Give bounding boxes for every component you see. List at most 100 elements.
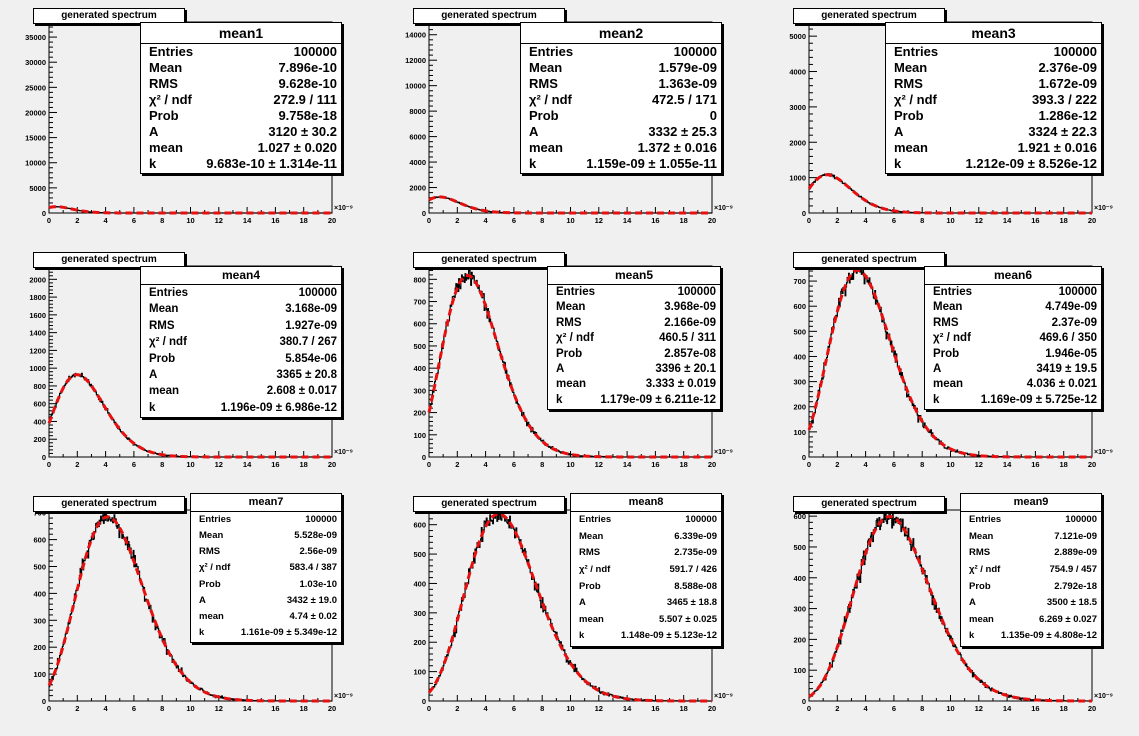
x-tick-label: 16 — [271, 460, 279, 469]
stats-value: 9.683e-10 ± 1.314e-11 — [206, 156, 337, 171]
stats-key: RMS — [199, 546, 221, 558]
x-tick-label: 10 — [946, 460, 954, 469]
x-tick-label: 2 — [455, 216, 459, 225]
y-tick-label: 800 — [413, 275, 426, 284]
y-tick-label: 100 — [33, 670, 46, 679]
stats-row: χ² / ndf 591.7 / 426 — [571, 562, 721, 579]
y-tick-label: 200 — [33, 435, 46, 444]
pad-title: generated spectrum — [33, 496, 185, 512]
histogram-title: mean2 — [521, 23, 721, 44]
x-tick-label: 20 — [328, 704, 336, 713]
x-tick-label: 18 — [1060, 216, 1068, 225]
y-tick-label: 2000 — [409, 184, 426, 193]
x-tick-label: 6 — [512, 460, 516, 469]
x-tick-label: 14 — [1003, 704, 1012, 713]
stats-key: Prob — [969, 580, 991, 592]
stats-row: RMS 2.889e-09 — [961, 545, 1101, 562]
stats-row: mean 2.608 ± 0.017 — [141, 383, 341, 399]
x-tick-label: 10 — [566, 460, 574, 469]
stats-key: Prob — [149, 352, 176, 365]
stats-row: Mean 3.168e-09 — [141, 301, 341, 317]
stats-key: A — [529, 124, 539, 139]
stats-value: 2.608 ± 0.017 — [266, 385, 337, 398]
y-tick-label: 20000 — [25, 108, 46, 117]
stats-row: k 9.683e-10 ± 1.314e-11 — [141, 156, 341, 172]
stats-value: 4.749e-09 — [1045, 301, 1097, 314]
x-tick-label: 8 — [160, 460, 164, 469]
fit-curve — [428, 195, 712, 215]
stats-row: A 3324 ± 22.3 — [886, 124, 1101, 140]
y-tick-label: 35000 — [25, 33, 46, 42]
x-tick-label: 8 — [160, 216, 164, 225]
x-tick-label: 14 — [243, 460, 252, 469]
stats-key: k — [149, 401, 156, 414]
stats-value: 2.376e-09 — [1038, 60, 1097, 75]
y-tick-label: 25000 — [25, 83, 46, 92]
y-tick-label: 0 — [422, 209, 426, 218]
histogram-pad-mean5: 0 2 4 6 8 10 12 14 16 18 20 ×10⁻⁹ 0 100 200 300 400 500 60… — [389, 247, 755, 479]
y-tick-label: 12000 — [405, 56, 426, 65]
x-tick-label: 14 — [1003, 460, 1012, 469]
x-tick-label: 12 — [975, 216, 983, 225]
x-tick-label: 0 — [807, 460, 811, 469]
stats-box: mean7 Entries 100000 Mean 5.528e-09 RMS 2.56e-… — [190, 493, 342, 643]
stats-row: k 1.196e-09 ± 6.986e-12 — [141, 400, 341, 416]
x-tick-label: 16 — [271, 704, 279, 713]
y-tick-label: 1000 — [789, 174, 806, 183]
stats-value: 393.3 / 222 — [1031, 92, 1097, 107]
stats-row: k 1.159e-09 ± 1.055e-11 — [521, 156, 721, 172]
stats-value: 7.121e-09 — [1054, 530, 1097, 542]
x-tick-label: 20 — [708, 460, 716, 469]
stats-key: Prob — [556, 347, 583, 360]
stats-key: χ² / ndf — [933, 332, 971, 345]
fit-curve — [47, 515, 332, 703]
histogram-pad-mean1: 0 2 4 6 8 10 12 14 16 18 20 ×10⁻⁹ 0 5000 10000 15000 200… — [9, 3, 375, 235]
y-tick-label: 100 — [413, 431, 426, 440]
stats-row: A 3432 ± 19.0 — [191, 593, 341, 609]
x-tick-label: 4 — [864, 460, 869, 469]
stats-key: k — [969, 630, 975, 642]
stats-value: 100000 — [677, 286, 716, 298]
x-tick-label: 12 — [975, 704, 983, 713]
stats-row: Mean 5.528e-09 — [191, 528, 341, 544]
histogram-pad-mean2: 0 2 4 6 8 10 12 14 16 18 20 ×10⁻⁹ 0 2000 4000 6000 8000 1… — [389, 3, 755, 235]
stats-row: mean 4.74 ± 0.02 — [191, 609, 341, 625]
stats-value: 100000 — [305, 514, 337, 525]
y-tick-label: 400 — [413, 364, 426, 373]
x-tick-label: 6 — [892, 460, 896, 469]
stats-row: mean 5.507 ± 0.025 — [571, 612, 721, 629]
stats-value: 6.339e-09 — [674, 530, 717, 542]
stats-value: 583.4 / 387 — [289, 562, 337, 574]
x-tick-label: 20 — [708, 216, 716, 225]
x-tick-label: 10 — [566, 216, 574, 225]
stats-row: A 3332 ± 25.3 — [521, 124, 721, 140]
fit-curve — [808, 515, 1093, 703]
x-tick-label: 16 — [271, 216, 279, 225]
y-tick-label: 14000 — [405, 31, 426, 40]
stats-key: RMS — [149, 76, 178, 91]
x-tick-label: 6 — [132, 704, 136, 713]
stats-key: Prob — [529, 108, 559, 123]
stats-value: 1.212e-09 ± 8.526e-12 — [965, 156, 1097, 171]
pad-title: generated spectrum — [33, 252, 185, 268]
x-tick-label: 0 — [47, 460, 51, 469]
x-tick-label: 18 — [300, 460, 308, 469]
stats-value: 469.6 / 350 — [1039, 332, 1097, 345]
stats-value: 1.169e-09 ± 5.725e-12 — [980, 393, 1097, 406]
stats-key: Mean — [556, 301, 586, 314]
stats-value: 754.9 / 457 — [1049, 563, 1097, 575]
stats-row: RMS 2.56e-09 — [191, 544, 341, 560]
stats-row: χ² / ndf 380.7 / 267 — [141, 334, 341, 350]
stats-value: 4.036 ± 0.021 — [1026, 378, 1097, 391]
stats-key: mean — [556, 378, 587, 391]
stats-key: Mean — [969, 530, 994, 542]
stats-value: 8.588e-08 — [674, 580, 717, 592]
x-tick-label: 0 — [427, 460, 431, 469]
stats-key: RMS — [149, 319, 175, 332]
x-tick-label: 14 — [243, 704, 252, 713]
x-tick-label: 10 — [186, 460, 194, 469]
stats-value: 1.579e-09 — [658, 60, 717, 75]
stats-value: 3324 ± 22.3 — [1028, 124, 1097, 139]
x-tick-label: 8 — [920, 216, 924, 225]
stats-key: mean — [149, 140, 183, 155]
